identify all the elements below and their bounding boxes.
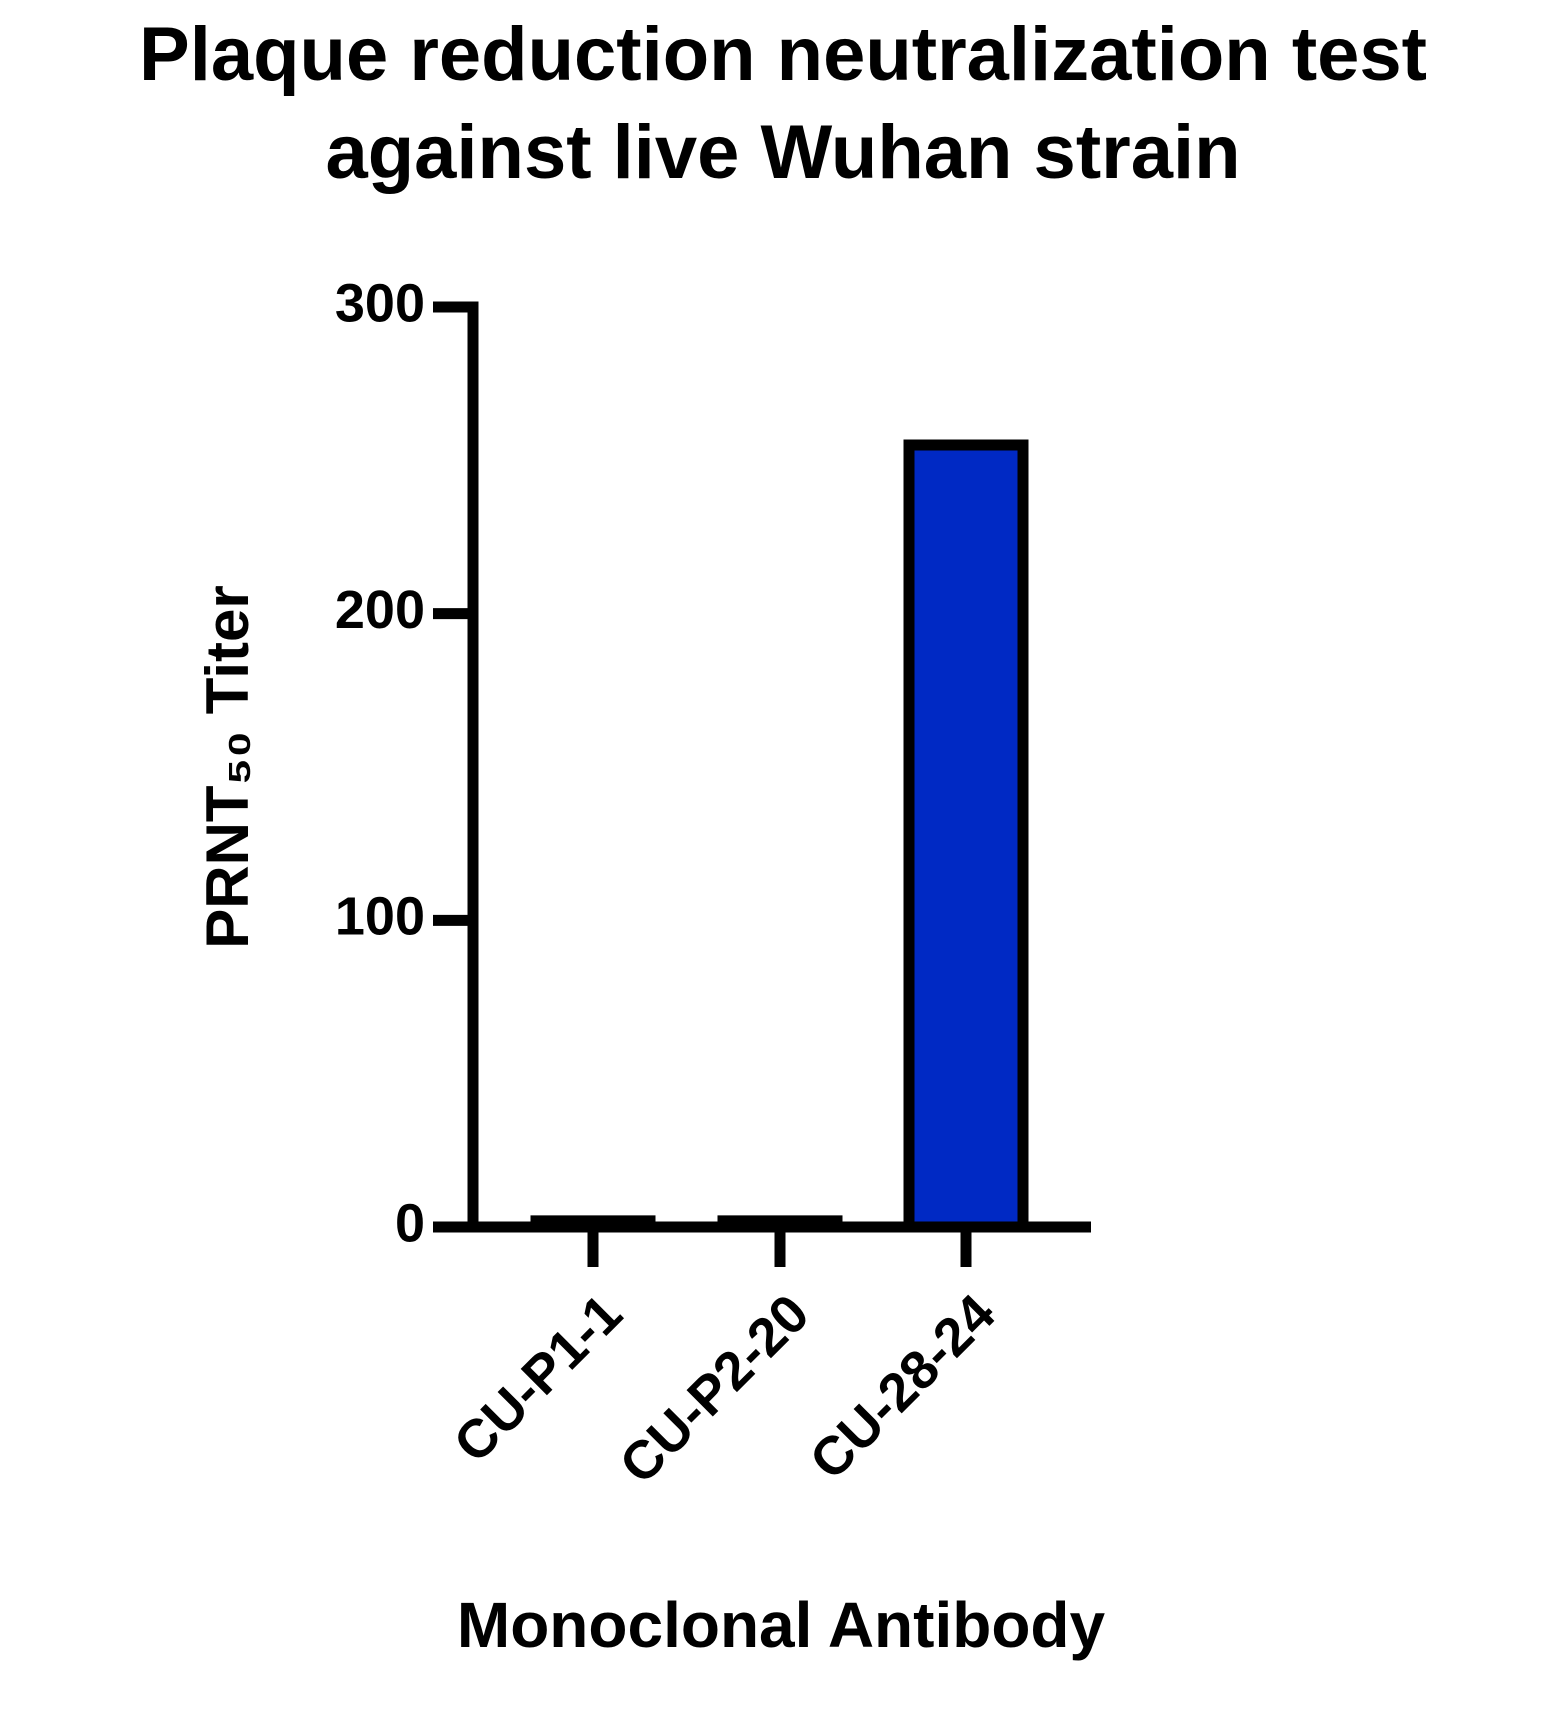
y-tick-label: 100 (335, 887, 425, 947)
chart-title: Plaque reduction neutralization test (139, 12, 1427, 97)
y-tick-label: 300 (335, 273, 425, 333)
y-axis-title: PRNT₅₀ Titer (194, 585, 261, 949)
chart-title: against live Wuhan strain (325, 110, 1240, 195)
x-axis-title: Monoclonal Antibody (457, 1589, 1106, 1661)
x-tick-label: CU-P1-1 (443, 1283, 634, 1474)
bar (903, 439, 1029, 1233)
y-tick-label: 200 (335, 580, 425, 640)
y-tick-label: 0 (395, 1193, 425, 1253)
x-tick-label: CU-P2-20 (608, 1283, 820, 1495)
x-tick-label: CU-28-24 (799, 1283, 1007, 1491)
